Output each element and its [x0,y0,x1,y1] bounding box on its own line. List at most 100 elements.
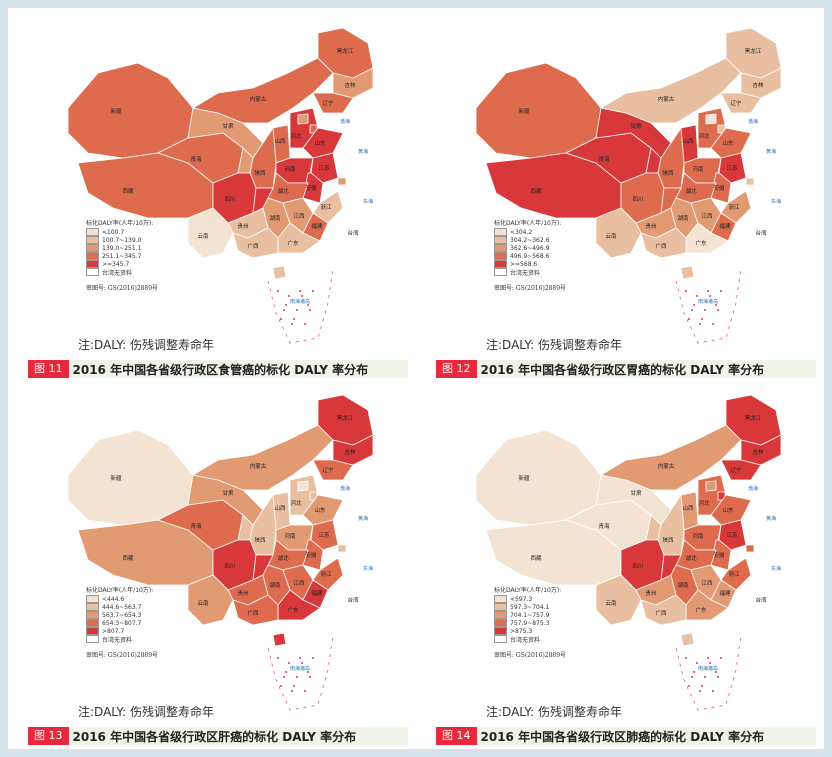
province-gx [232,594,279,626]
legend-swatch [86,260,99,268]
province-label-hn: 河南 [284,532,296,540]
figure-title: 2016 年中国各省级行政区肺癌的标化 DALY 率分布 [480,729,765,744]
province-label-xz: 西藏 [122,187,134,195]
province-label-jx: 江西 [701,580,713,587]
province-label-jl: 吉林 [344,81,356,89]
province-label-ln: 辽宁 [322,99,334,107]
province-label-hn: 河南 [692,165,704,173]
legend-entry: >875.3 [494,627,561,635]
sea-label: 南海诸岛 [290,665,310,672]
island-dot [700,317,704,321]
province-ln [312,92,354,114]
legend-label: 597.3~704.1 [510,603,550,611]
legend-swatch [494,252,507,260]
legend-swatch [494,260,507,268]
map-approval-number: 审图号: GS(2016)2889号 [494,285,567,292]
province-label-sd: 山东 [722,139,734,147]
legend-entry: 704.1~757.9 [494,611,561,619]
province-xj [475,429,602,526]
province-label-hub: 湖北 [277,554,289,562]
legend-entry: >807.7 [86,627,153,635]
province-bj [297,480,309,492]
legend-entry: 139.0~251.1 [86,244,153,252]
province-label-hn: 河南 [692,532,704,540]
province-bj [705,113,717,125]
province-label-yn: 云南 [197,232,209,240]
legend-swatch [494,619,507,627]
island-dot [698,689,702,693]
province-label-hun: 湖南 [269,214,281,222]
province-sd [710,494,752,526]
legend-swatch [86,635,99,643]
province-label-js: 江苏 [726,164,738,172]
island-dot [287,294,291,298]
figure-title: 2016 年中国各省级行政区胃癌的标化 DALY 率分布 [480,362,765,377]
island-dot [308,675,312,679]
figure-number: 图 12 [436,360,477,378]
legend-entry: 台湾无资料 [86,635,153,644]
map-legend: 标化DALY率(人年/10万): <304.2 304.2~362.6 362.6~4… [494,218,561,277]
province-label-yn: 云南 [197,599,209,607]
province-label-sc: 四川 [632,563,643,570]
province-label-fj: 福建 [311,222,323,230]
province-label-hlj: 黑龙江 [337,47,354,55]
island-dot [306,303,310,307]
island-dot [695,294,699,298]
province-hi [680,632,695,647]
province-sh [337,177,347,186]
province-tw [337,591,349,616]
legend-swatch [86,603,99,611]
province-label-gs: 甘肃 [630,122,642,130]
province-label-nm: 内蒙古 [658,462,675,470]
province-label-qh: 青海 [598,155,610,163]
island-dot [290,322,294,326]
sea-label: 南海诸岛 [698,298,718,305]
province-js [310,152,339,184]
province-label-xz: 西藏 [122,554,134,562]
sea-label: 东海 [771,198,781,205]
province-label-hun: 湖南 [269,581,281,589]
legend-label: <304.2 [510,228,533,236]
province-label-gs: 甘肃 [630,489,642,497]
panel-stomach-cancer: 新疆 西藏 青海 甘肃 内蒙古 黑龙江 吉林 辽宁 山西 陕西 河北 山东 河南 江苏 安徽 湖北 四川 贵州 云南… [436,13,816,378]
province-label-hb: 河北 [698,499,710,507]
province-sh [337,544,347,553]
province-label-gx: 广西 [655,609,667,617]
island-dot [687,684,691,688]
figure-caption: 图 13 2016 年中国各省级行政区肝癌的标化 DALY 率分布 [28,727,408,745]
province-label-sx: 山西 [274,137,286,145]
legend-label: 台湾无资料 [102,269,133,277]
legend-swatch [86,244,99,252]
province-xj [475,62,602,159]
legend-swatch [86,611,99,619]
island-dot [690,308,694,312]
island-dot [295,308,299,312]
province-label-qh: 青海 [190,522,202,530]
island-dot [714,303,718,307]
legend-label: 654.3~807.7 [102,619,142,627]
province-ln [312,459,354,481]
legend-title: 标化DALY率(人年/10万): [86,220,154,227]
sea-label: 黄海 [766,515,776,522]
legend-swatch [494,244,507,252]
maritime-boundary [267,267,334,344]
sea-label: 渤海 [340,485,350,492]
province-label-fj: 福建 [719,222,731,230]
island-dot [698,322,702,326]
legend-swatch [86,228,99,236]
province-tw [745,224,757,249]
province-label-ln: 辽宁 [322,466,334,474]
province-label-xz: 西藏 [530,554,542,562]
island-dot [282,675,286,679]
province-label-sx: 山西 [682,504,694,512]
province-label-zj: 浙江 [320,203,332,211]
province-label-zj: 浙江 [728,203,740,211]
island-dot [298,656,302,660]
legend-entry: 597.3~704.1 [494,603,561,611]
province-label-gz: 贵州 [237,222,248,230]
maritime-boundary [675,634,742,711]
island-dot [719,656,723,660]
island-dot [298,289,302,293]
